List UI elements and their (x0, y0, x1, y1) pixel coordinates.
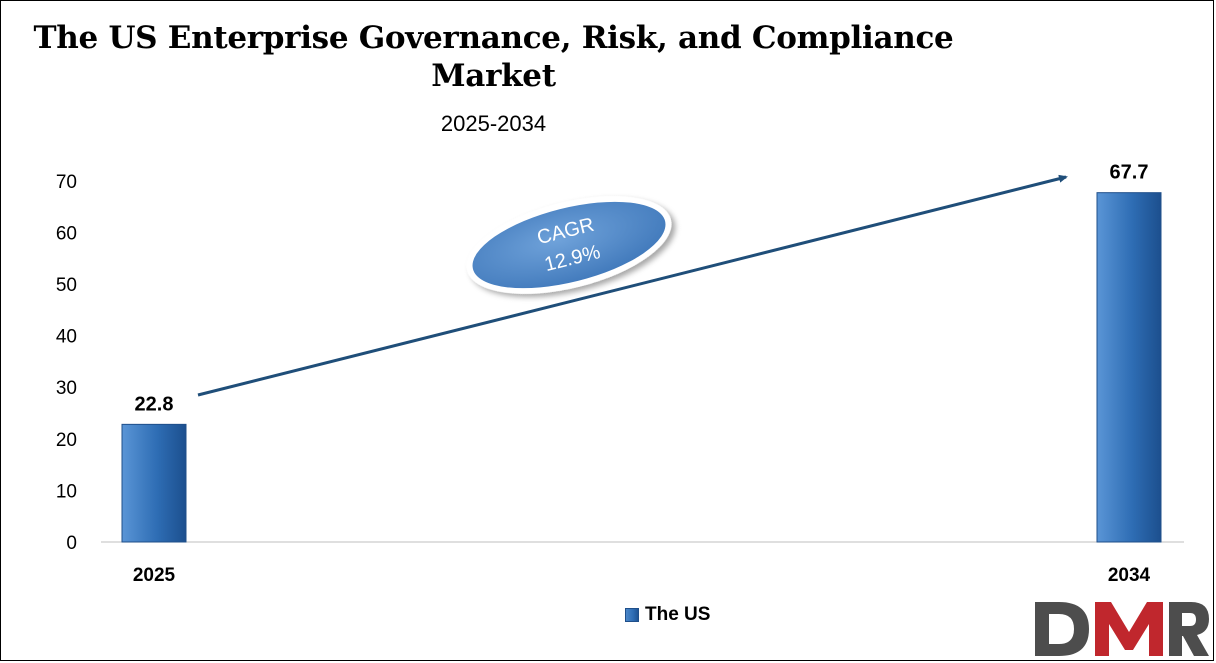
legend: The US (625, 604, 710, 626)
legend-swatch (625, 608, 639, 622)
data-label-2034: 67.7 (1110, 162, 1149, 184)
y-tick-label: 30 (56, 378, 77, 399)
bar-2034 (1096, 192, 1162, 543)
bars-layer: 22.8 67.7 (121, 162, 1162, 543)
y-tick-label: 60 (56, 223, 77, 244)
x-axis: 2025 2034 (133, 565, 1151, 586)
y-tick-label: 20 (56, 430, 77, 451)
dmr-logo (1035, 602, 1209, 656)
y-tick-label: 0 (66, 533, 77, 554)
y-tick-label: 50 (56, 275, 77, 296)
bar-chart: 0 10 20 30 40 50 60 70 22.8 67.7 2025 2034 CAGR 1… (56, 162, 1184, 586)
y-tick-label: 10 (56, 481, 77, 502)
chart-subtitle: 2025-2034 (440, 111, 547, 136)
x-tick-label-2025: 2025 (133, 565, 176, 586)
bar-2025 (121, 423, 187, 543)
legend-label: The US (645, 604, 711, 625)
chart-title: The US Enterprise Governance, Risk, and … (33, 20, 954, 94)
x-tick-label-2034: 2034 (1108, 565, 1151, 586)
data-label-2025: 22.8 (135, 393, 174, 415)
cagr-badge: CAGR 12.9% (466, 196, 672, 294)
y-tick-label: 40 (56, 327, 77, 348)
y-tick-label: 70 (56, 172, 77, 193)
cagr-arrow (197, 174, 1068, 397)
y-axis: 0 10 20 30 40 50 60 70 (56, 172, 77, 554)
